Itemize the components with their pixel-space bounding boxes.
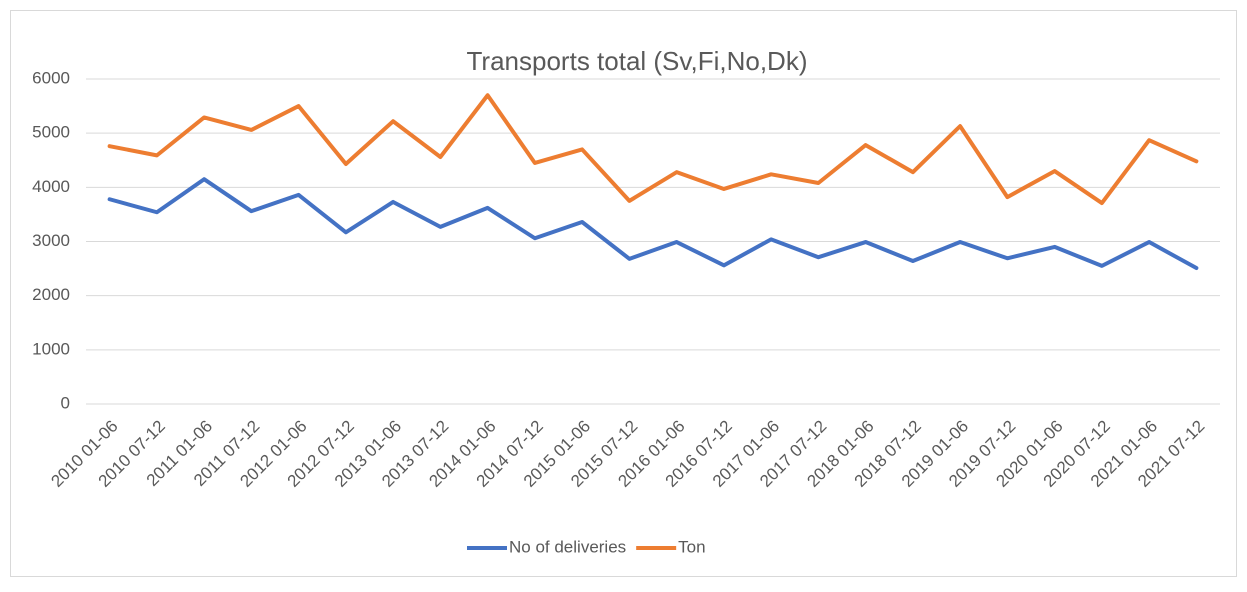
y-tick-label: 4000 <box>32 177 70 196</box>
legend-label: Ton <box>678 537 705 556</box>
line-series <box>107 177 1199 271</box>
y-tick-label: 0 <box>61 393 70 412</box>
legend-label: No of deliveries <box>509 537 626 556</box>
chart-title: Transports total (Sv,Fi,No,Dk) <box>467 46 808 76</box>
y-tick-label: 2000 <box>32 285 70 304</box>
chart-frame <box>10 10 1237 577</box>
y-tick-label: 5000 <box>32 123 70 142</box>
line-series <box>107 93 1199 206</box>
y-tick-label: 6000 <box>32 68 70 87</box>
y-tick-label: 1000 <box>32 339 70 358</box>
y-tick-label: 3000 <box>32 231 70 250</box>
